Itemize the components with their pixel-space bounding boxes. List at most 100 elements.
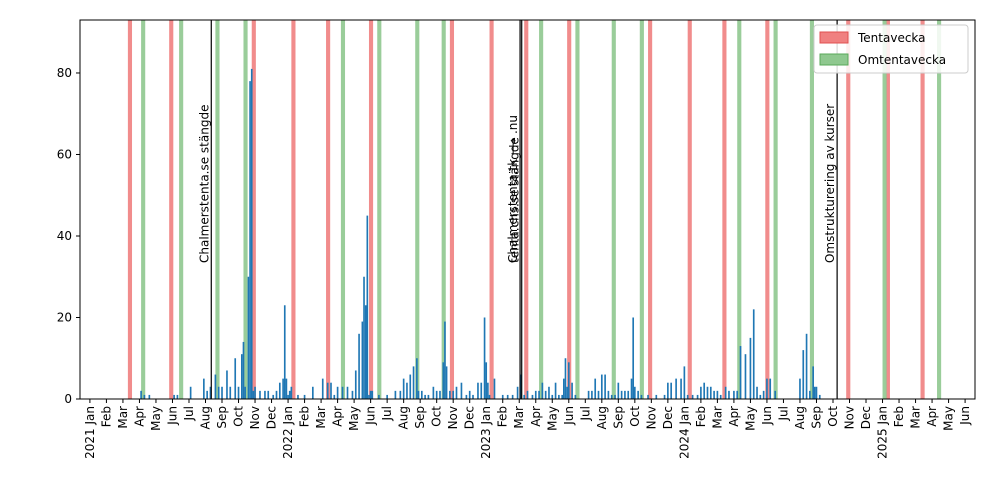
bar [229,386,232,399]
bar [247,276,250,399]
bar [321,378,324,399]
bar [541,382,544,399]
bar [724,386,727,399]
bar [493,378,496,399]
bar [709,386,712,399]
reexam-week-band [441,20,446,399]
bar [366,215,369,399]
bar [336,386,339,399]
bar [571,382,573,399]
x-tick-label: Oct [232,406,246,427]
bar [719,394,722,399]
bar [234,358,237,399]
bar [386,394,388,399]
x-tick-label: 2023 Jan [479,406,493,459]
bar [252,390,255,399]
bar [221,386,223,399]
bar [563,378,565,399]
x-tick-label: Jul [776,406,790,421]
bar [424,394,426,399]
bar [488,394,491,399]
bar [432,386,435,399]
bar [203,378,205,399]
y-tick-label: 80 [57,66,72,80]
x-tick-label: Feb [298,406,312,427]
x-tick-label: Apr [925,406,939,427]
bar [237,386,240,399]
reexam-week-band [809,20,814,399]
bar [244,386,246,399]
x-tick-label: May [942,406,956,431]
x-tick-label: Mar [909,406,923,429]
bar [531,394,534,399]
bar [558,394,560,399]
x-tick-label: Jun [364,406,378,426]
x-tick-label: 2025 Jan [876,406,890,459]
bar [506,394,509,399]
annotation-label: tenta.chs.se stängde [508,137,522,263]
bar [176,394,179,399]
exam-week-band [449,20,455,399]
bar [534,390,537,399]
reexam-week-band [639,20,644,399]
y-tick-label: 60 [57,147,72,161]
reexam-week-band [179,20,184,399]
bar [444,321,446,399]
x-tick-label: 2021 Jan [83,406,97,459]
bar [680,378,682,399]
exam-week-band [765,20,770,399]
reexam-week-band [340,20,346,399]
annotation-label: Chalmerstenta.se stängde [197,105,211,263]
bar [749,337,752,399]
bar [330,382,332,399]
exam-week-band [326,20,331,399]
bar [445,366,448,399]
bar [647,394,649,399]
bar [477,382,479,399]
reexam-week-band [539,20,544,399]
bar [143,394,146,399]
bar [249,81,251,400]
bar [728,390,730,399]
bar [427,394,430,399]
bar [574,394,577,399]
reexam-week-band [937,20,942,399]
bar [394,390,397,399]
bar [264,390,266,399]
x-tick-label: Aug [793,406,807,429]
bar [369,390,372,399]
bar [637,390,639,399]
bar [312,386,314,399]
x-tick-label: Sep [215,406,229,429]
bar [607,390,610,399]
bar [416,358,418,399]
x-tick-label: Apr [529,406,543,427]
bar [663,394,666,399]
bar [561,394,564,399]
bar [809,390,811,399]
bar [214,374,217,399]
bar [487,382,489,399]
x-tick-label: May [347,406,361,431]
bar [455,386,458,399]
bar [670,382,672,399]
x-tick-label: Sep [611,406,625,429]
bar [406,382,408,399]
bar [226,370,228,399]
x-tick-label: Nov [843,406,857,429]
bar [241,354,243,399]
bar [700,386,702,399]
reexam-week-band [377,20,382,399]
bar [752,309,755,399]
reexam-week-band [882,20,887,399]
bar [600,374,603,399]
bar [267,390,270,399]
bar [242,341,245,399]
bar [799,378,801,399]
bar [703,382,706,399]
exam-week-band [524,20,529,399]
bar [774,390,777,399]
bar [140,390,142,399]
bar [634,386,636,399]
reexam-week-band [215,20,220,399]
